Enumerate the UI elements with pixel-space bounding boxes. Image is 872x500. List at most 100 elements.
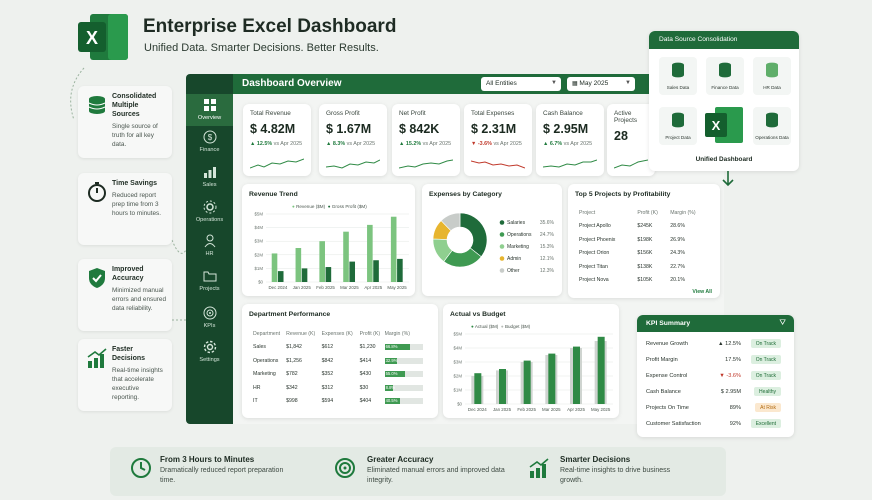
kpi-change: ▼ -3.6% vs Apr 2025 [471,141,522,147]
source-label: Finance Data [711,85,739,90]
x-tick-label: May 2025 [387,285,407,290]
revenue-trend-chart: $0 $1M $2M $3M $4M $5M Dec 2024 Jan 2025 Feb 202… [254,212,409,290]
kpi-summary-header [637,315,794,332]
bar-actual [474,373,482,404]
sidebar-item-label: Settings [199,357,220,363]
panel-title: KPI Summary [646,320,691,327]
table-header-row: Department Revenue (K) Expenses (K) Profit … [253,330,410,337]
kpi-value: ▼ -3.6% [719,373,741,379]
grid-icon [203,99,216,111]
panel-title: Expenses by Category [429,191,502,198]
date-select[interactable]: ▦ May 2025 ▼ [567,77,635,91]
table-row[interactable]: Project Nova $105K 20.1% [579,277,685,284]
benefit-card-time: Time Savings Reduced report prep time fr… [78,173,172,245]
dollar-icon: $ [203,130,216,144]
table-row[interactable]: Sales $1,842 $612 $1,230 66.8% [253,341,431,355]
table-row[interactable]: Project Phoenix $198K 26.9% [579,236,685,243]
bar-gross [349,261,356,282]
sidebar-item-projects[interactable]: Projects [186,269,233,292]
sidebar-item-sales[interactable]: Sales [186,165,233,188]
kpi-card-cash: Cash Balance $ 2.95M ▲ 6.7% vs Apr 2025 [536,104,604,176]
benefit-card-accuracy: Improved Accuracy Minimized manual error… [78,259,172,331]
bottom-text: Real-time insights to drive business gro… [560,467,671,484]
svg-text:$: $ [207,133,212,142]
hero-title: Enterprise Excel Dashboard [143,16,397,37]
source-card: Sales Data [659,57,697,95]
kpi-summary-row[interactable]: Profit Margin 17.5% On Track [646,354,787,368]
table-row[interactable]: Operations $1,256 $842 $414 32.9% [253,354,431,368]
y-tick-label: $0 [258,280,263,285]
table-row[interactable]: HR $342 $312 $30 8.8% [253,381,431,395]
sidebar-item-hr[interactable]: HR [186,234,233,257]
consolidation-panel: Data Source Consolidation Sales Data Fina… [649,31,799,171]
legend-value: 15.3% [540,244,555,250]
kpi-summary-row[interactable]: Expense Control ▼ -3.6% On Track [646,370,787,384]
panel-title: Actual vs Budget [450,311,506,318]
kpi-value: $ 2.95M [720,389,741,395]
sidebar-item-label: Finance [199,147,220,153]
filter-icon[interactable]: ⛛ [779,318,786,327]
table-row[interactable]: IT $998 $594 $404 40.5% [253,395,431,409]
bar-actual [548,353,556,404]
kpi-value: 17.5% [725,357,741,363]
status-badge: On Track [750,339,781,348]
status-badge: On Track [750,371,781,380]
margin-bar-label: 40.5% [385,398,398,404]
kpi-label: Net Profit [399,110,426,117]
kpi-summary-row[interactable]: Cash Balance $ 2.95M Healthy [646,386,787,400]
top-projects-table: Project Profit (K) Margin (%) Project Apol… [579,206,711,287]
dashboard-title: Dashboard Overview [242,78,342,89]
kpi-name: Revenue Growth [646,341,688,347]
table-row[interactable]: Marketing $782 $352 $430 55.0% [253,368,431,382]
unified-dashboard-label: Unified Dashboard [695,156,753,163]
clock-icon [131,458,151,478]
sidebar-item-overview[interactable]: Overview [186,94,233,126]
donut-slice [459,212,488,258]
chevron-down-icon: ▼ [625,80,631,86]
svg-text:X: X [712,118,721,133]
sidebar-item-operations[interactable]: Operations [186,200,233,223]
x-tick-label: Feb 2025 [517,407,536,412]
kpi-value: $ 1.67M [326,122,372,136]
hero-subtitle: Unified Data. Smarter Decisions. Better … [144,42,379,54]
bar-revenue [295,248,302,282]
legend-swatch [499,268,505,273]
table-row[interactable]: Project Apollo $245K 28.6% [579,223,685,230]
legend-swatch [499,232,505,237]
bar-chart-icon [203,167,216,178]
sidebar: Overview $ Finance Sales Operations HR P… [186,74,233,424]
expenses-donut-chart: Salaries 35.6% Operations 24.7% Marketing 15.… [432,212,555,274]
kpi-summary-row[interactable]: Customer Satisfaction 92% Excellent [646,418,787,432]
sidebar-item-kpis[interactable]: KPIs [186,306,233,329]
kpi-summary-row[interactable]: Projects On Time 89% At Risk [646,402,787,416]
benefit-title: Improved Accuracy [112,266,144,282]
database-icon [672,112,684,128]
margin-bar-label: 66.8% [385,344,398,350]
kpi-change: ▲ 6.7% vs Apr 2025 [543,141,593,147]
bar-gross [325,267,332,282]
entity-select[interactable]: All Entities ▼ [481,77,561,91]
legend-label: Salaries [507,220,526,226]
x-tick-label: Jan 2025 [293,285,312,290]
margin-bar: 40.5% [384,398,423,405]
y-tick-label: $4M [254,225,263,230]
status-badge: Healthy [754,387,781,396]
bottom-title: Greater Accuracy [367,455,434,464]
kpi-summary-row[interactable]: Revenue Growth ▲ 12.5% On Track [646,338,787,352]
sidebar-item-finance[interactable]: $ Finance [186,130,233,153]
status-badge: On Track [750,355,781,364]
legend-label: Admin [507,256,521,262]
expenses-panel: Expenses by Category Salaries 35.6% Operat… [422,184,562,296]
table-row[interactable]: Project Titan $138K 22.7% [579,263,685,270]
connector-lines [70,67,187,321]
source-label: Project Data [665,135,691,140]
legend-swatch [499,256,505,261]
kpi-card-expenses: Total Expenses $ 2.31M ▼ -3.6% vs Apr 20… [464,104,532,176]
table-row[interactable]: Project Orion $156K 24.3% [579,250,685,257]
kpi-label: Total Revenue [250,110,291,117]
bottom-text: Dramatically reduced report preparation … [160,467,284,484]
kpi-change: ▲ 8.3% vs Apr 2025 [326,141,376,147]
kpi-label: Cash Balance [543,110,583,117]
view-all-link[interactable]: View All [692,289,712,295]
sidebar-item-settings[interactable]: Settings [186,340,233,363]
